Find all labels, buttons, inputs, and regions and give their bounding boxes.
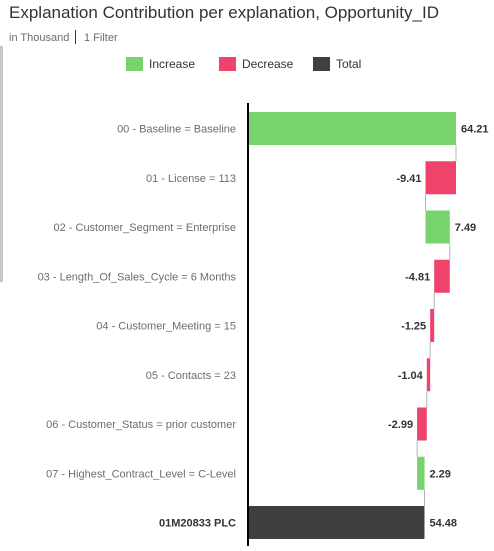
- value-label: 64.21: [461, 124, 489, 136]
- category-label: 05 - Contacts = 23: [146, 370, 236, 382]
- bar[interactable]: [417, 407, 427, 441]
- chart-legend: Increase Decrease Total: [0, 56, 494, 72]
- legend-item-decrease[interactable]: Decrease: [219, 56, 293, 72]
- category-label: 03 - Length_Of_Sales_Cycle = 6 Months: [38, 271, 237, 283]
- legend-label-total: Total: [336, 57, 362, 71]
- legend-item-total[interactable]: Total: [313, 56, 361, 72]
- value-label: -1.04: [398, 370, 424, 382]
- bar[interactable]: [426, 358, 431, 392]
- value-label: 2.29: [430, 468, 451, 480]
- value-label: -9.41: [396, 173, 421, 185]
- bar[interactable]: [430, 309, 435, 342]
- subtitle-divider: [75, 30, 76, 44]
- bar[interactable]: [425, 210, 450, 244]
- legend-label-increase: Increase: [149, 57, 196, 71]
- value-label: 54.48: [429, 518, 457, 530]
- filter-count[interactable]: 1 Filter: [84, 32, 118, 44]
- bar[interactable]: [425, 161, 456, 195]
- category-label: 01M20833 PLC: [159, 518, 236, 530]
- category-label: 04 - Customer_Meeting = 15: [96, 321, 236, 333]
- value-label: -2.99: [388, 419, 413, 431]
- bar[interactable]: [417, 456, 425, 490]
- legend-swatch-increase: [126, 57, 143, 71]
- value-label: 7.49: [455, 222, 476, 234]
- bar[interactable]: [434, 259, 450, 293]
- unit-label: in Thousand: [9, 32, 70, 44]
- category-label: 01 - License = 113: [146, 173, 236, 185]
- bar[interactable]: [248, 506, 425, 539]
- category-label: 00 - Baseline = Baseline: [117, 124, 236, 136]
- legend-swatch-decrease: [219, 57, 236, 71]
- legend-swatch-total: [313, 57, 330, 71]
- legend-label-decrease: Decrease: [242, 57, 294, 71]
- bar[interactable]: [248, 112, 456, 145]
- legend-item-increase[interactable]: Increase: [126, 56, 195, 72]
- panel-edge: [0, 46, 3, 282]
- category-label: 06 - Customer_Status = prior customer: [46, 419, 236, 431]
- value-label: -1.25: [401, 321, 426, 333]
- chart-title: Explanation Contribution per explanation…: [9, 3, 439, 22]
- value-label: -4.81: [405, 271, 430, 283]
- category-label: 07 - Highest_Contract_Level = C-Level: [46, 468, 236, 480]
- category-label: 02 - Customer_Segment = Enterprise: [53, 222, 236, 234]
